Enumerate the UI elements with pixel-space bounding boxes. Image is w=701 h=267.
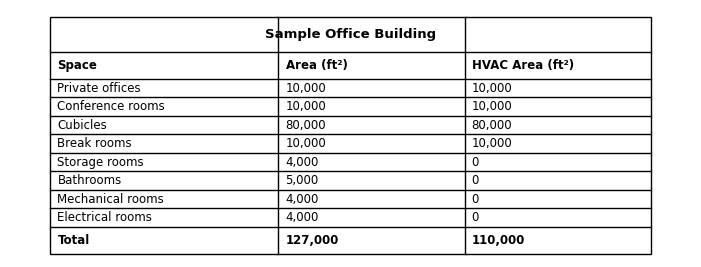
- Text: Total: Total: [57, 234, 90, 247]
- Text: 10,000: 10,000: [472, 137, 512, 150]
- Text: Conference rooms: Conference rooms: [57, 100, 165, 113]
- Text: Break rooms: Break rooms: [57, 137, 132, 150]
- Text: 10,000: 10,000: [285, 137, 326, 150]
- Text: 4,000: 4,000: [285, 211, 319, 224]
- Text: 0: 0: [472, 211, 479, 224]
- Text: Space: Space: [57, 59, 97, 72]
- Text: 4,000: 4,000: [285, 156, 319, 169]
- Text: Storage rooms: Storage rooms: [57, 156, 144, 169]
- Text: 5,000: 5,000: [285, 174, 319, 187]
- Text: Sample Office Building: Sample Office Building: [265, 28, 436, 41]
- Text: 10,000: 10,000: [285, 82, 326, 95]
- Text: 0: 0: [472, 174, 479, 187]
- Text: Cubicles: Cubicles: [57, 119, 107, 132]
- Text: 127,000: 127,000: [285, 234, 339, 247]
- Text: Private offices: Private offices: [57, 82, 141, 95]
- Text: 0: 0: [472, 156, 479, 169]
- Text: Mechanical rooms: Mechanical rooms: [57, 193, 164, 206]
- Text: Area (ft²): Area (ft²): [285, 59, 348, 72]
- Text: 110,000: 110,000: [472, 234, 525, 247]
- Bar: [50, 17, 651, 254]
- Text: HVAC Area (ft²): HVAC Area (ft²): [472, 59, 573, 72]
- Text: Bathrooms: Bathrooms: [57, 174, 122, 187]
- Text: 10,000: 10,000: [472, 100, 512, 113]
- Text: Electrical rooms: Electrical rooms: [57, 211, 152, 224]
- Text: 4,000: 4,000: [285, 193, 319, 206]
- Text: 0: 0: [472, 193, 479, 206]
- Text: 80,000: 80,000: [472, 119, 512, 132]
- Text: 10,000: 10,000: [285, 100, 326, 113]
- Text: 80,000: 80,000: [285, 119, 326, 132]
- Text: 10,000: 10,000: [472, 82, 512, 95]
